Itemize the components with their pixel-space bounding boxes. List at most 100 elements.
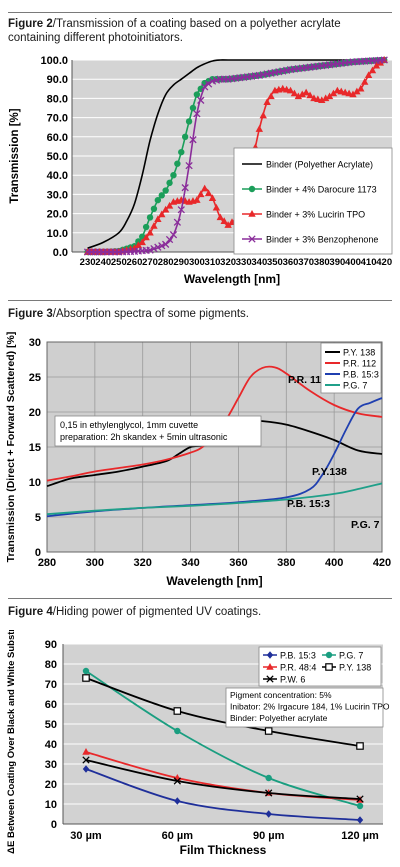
- data-point: [185, 161, 193, 170]
- plot-frame: [46, 341, 383, 553]
- y-tick-label: 20: [45, 779, 57, 791]
- curve-label: P.B. 15:3: [287, 498, 330, 510]
- x-axis-title: Wavelength [nm]: [184, 272, 280, 286]
- data-point: [372, 61, 381, 69]
- data-point: [185, 118, 193, 125]
- x-tick-label: 340: [251, 257, 267, 268]
- data-point: [174, 727, 181, 735]
- data-point: [286, 86, 295, 94]
- data-point: [154, 215, 162, 223]
- y-tick-label: 0: [51, 819, 57, 831]
- data-point: [146, 246, 154, 254]
- y-tick-label: 70.0: [47, 113, 68, 125]
- x-tick-label: 340: [181, 557, 199, 569]
- data-point: [189, 136, 197, 144]
- data-point: [169, 231, 178, 239]
- figure-2-label: Figure 2: [8, 18, 53, 30]
- data-point: [200, 184, 209, 192]
- figure-3-label: Figure 3: [8, 308, 53, 320]
- figure-2-chart: 0.0 10.0 20.0 30.0 40.0 50.0 60.0 70.0 80.0 90.0 1…: [9, 55, 393, 286]
- x-tick-label: 230: [80, 257, 96, 268]
- y-tick-label: 20: [29, 407, 41, 419]
- data-point: [380, 56, 388, 64]
- legend-label: Binder (Polyether Acrylate): [266, 160, 373, 170]
- data-point: [150, 244, 158, 253]
- y-tick-label: 40: [45, 739, 57, 751]
- legend-label: P.R. 48:4: [280, 663, 316, 673]
- data-point: [357, 84, 365, 92]
- legend-label: P.Y. 138: [343, 348, 375, 358]
- series-line: [85, 759, 361, 800]
- annotation-text: 0,15 in ethylenglycol, 1mm cuvette: [60, 420, 198, 430]
- data-point: [82, 756, 90, 764]
- data-point: [161, 205, 170, 213]
- data-point: [265, 810, 272, 818]
- y-tick-label: 70: [45, 679, 57, 691]
- data-point: [306, 91, 314, 99]
- y-tick-label: 90: [45, 639, 57, 651]
- x-tick-label: 120 µm: [341, 830, 379, 842]
- data-point: [173, 777, 181, 785]
- data-point: [259, 111, 267, 119]
- x-tick-label: 300: [189, 257, 205, 268]
- x-tick-label: 410: [361, 257, 377, 268]
- figure-3-chart: 0 5 10 15 20 25 30 280 300 320 340 360 380 400 420 Wave…: [5, 332, 391, 588]
- y-tick-label: 10.0: [47, 228, 68, 240]
- legend-marker: [248, 210, 256, 217]
- data-point: [353, 87, 361, 95]
- x-tick-label: 400: [325, 557, 343, 569]
- data-point: [82, 765, 90, 773]
- data-point: [204, 189, 213, 197]
- data-point: [265, 789, 273, 797]
- legend: [233, 147, 393, 255]
- data-point: [364, 71, 373, 79]
- data-point: [302, 88, 310, 96]
- data-point: [142, 233, 150, 241]
- curve-label: P.R. 112: [288, 374, 327, 386]
- legend-marker: [248, 185, 256, 193]
- data-point: [173, 707, 182, 715]
- data-point: [294, 92, 303, 100]
- y-tick-label: 30.0: [47, 189, 68, 201]
- annotation-box: [54, 415, 262, 447]
- legend-label: P.Y. 138: [339, 663, 371, 673]
- legend-label: P.G. 7: [339, 651, 363, 661]
- data-point: [349, 90, 357, 98]
- data-point: [356, 795, 364, 803]
- series-line: [87, 59, 385, 249]
- data-point: [201, 83, 209, 91]
- data-point: [193, 110, 201, 118]
- x-tick-label: 360: [283, 257, 299, 268]
- figure-3-caption: Figure 3/Absorption spectra of some pigm…: [8, 308, 249, 320]
- data-point: [189, 104, 197, 112]
- data-point: [208, 194, 217, 201]
- x-tick-label: 330: [236, 257, 252, 268]
- data-point: [138, 238, 146, 246]
- data-point: [181, 184, 189, 192]
- y-tick-label: 10: [29, 477, 41, 489]
- data-point: [216, 213, 224, 221]
- data-point: [356, 742, 364, 750]
- data-point: [174, 160, 181, 167]
- annotation-text: Inibator: 2% Irgacure 184, 1% Lucirin TP…: [230, 702, 390, 712]
- legend-label: P.W. 6: [280, 675, 305, 685]
- y-tick-label: 90.0: [47, 74, 68, 86]
- data-point: [356, 802, 364, 810]
- legend-marker: [325, 663, 333, 671]
- data-point: [318, 96, 326, 104]
- figure-4-caption: Figure 4/Hiding power of pigmented UV co…: [8, 606, 262, 618]
- data-point: [178, 148, 185, 156]
- y-tick-label: 50.0: [47, 151, 68, 163]
- legend-label: Binder + 3% Benzophenone: [266, 235, 378, 245]
- divider-middle: [8, 300, 392, 301]
- x-tick-label: 380: [314, 257, 330, 268]
- figure-2-caption: Figure 2/Transmission of a coating based…: [8, 18, 341, 44]
- data-point: [290, 89, 299, 97]
- legend-label: P.G. 7: [343, 381, 367, 391]
- y-tick-label: 50: [45, 719, 57, 731]
- y-axis-title: Transmission (Direct + Forward Scattered…: [5, 332, 17, 563]
- x-tick-label: 320: [134, 557, 152, 569]
- legend-marker: [266, 675, 274, 683]
- data-point: [142, 223, 150, 231]
- x-tick-label: 310: [205, 257, 221, 268]
